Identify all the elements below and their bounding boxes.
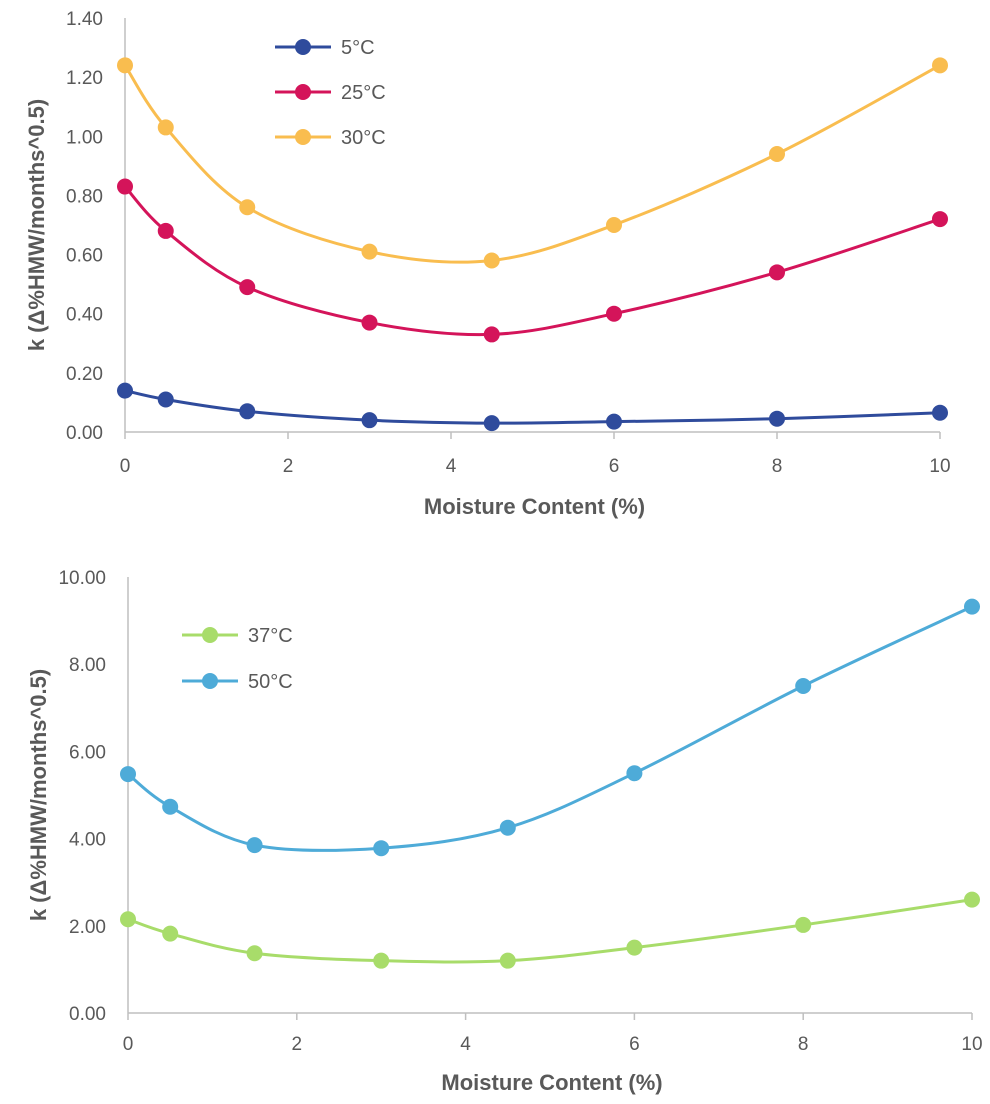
y-tick-label: 1.00 — [66, 127, 103, 148]
data-point — [769, 146, 785, 163]
y-tick-label: 0.80 — [66, 186, 103, 207]
data-point — [239, 279, 256, 296]
y-axis-title: k (Δ%HMW/months^0.5) — [26, 669, 51, 921]
y-tick-label: 1.40 — [66, 9, 103, 30]
data-point — [361, 412, 378, 429]
y-tick-label: 10.00 — [58, 568, 106, 589]
y-tick-label: 0.60 — [66, 246, 103, 267]
data-point — [769, 410, 785, 427]
data-point — [361, 243, 378, 260]
legend-marker — [295, 129, 311, 145]
x-tick-label: 8 — [798, 1034, 809, 1055]
legend-marker — [295, 39, 311, 55]
y-tick-label: 0.20 — [66, 364, 103, 385]
y-tick-label: 8.00 — [69, 655, 106, 676]
y-tick-label: 4.00 — [69, 830, 106, 851]
data-point — [932, 211, 948, 228]
data-point — [117, 382, 133, 399]
data-point — [499, 952, 516, 969]
data-point — [157, 391, 174, 408]
legend-label: 30°C — [341, 127, 386, 149]
x-tick-label: 2 — [292, 1034, 303, 1055]
data-point — [606, 413, 622, 430]
legend-label: 50°C — [248, 671, 293, 693]
data-point — [483, 252, 500, 269]
legend-marker — [295, 84, 311, 100]
data-point — [246, 945, 263, 962]
legend-marker — [202, 673, 218, 689]
data-point — [795, 916, 812, 933]
data-point — [162, 798, 179, 815]
data-point — [769, 264, 785, 281]
y-tick-label: 1.20 — [66, 68, 103, 89]
chart-top: 0.00 0.20 0.40 0.60 0.80 1.00 1.20 1.40 0 2 4 6 8 10 M… — [24, 9, 951, 519]
data-point — [162, 925, 179, 942]
x-tick-label: 10 — [961, 1034, 982, 1055]
x-tick-label: 10 — [929, 456, 950, 477]
x-tick-label: 0 — [123, 1034, 134, 1055]
data-point — [606, 305, 622, 322]
data-point — [239, 199, 256, 216]
x-axis-title: Moisture Content (%) — [441, 1070, 662, 1095]
y-tick-label: 2.00 — [69, 917, 106, 938]
data-point — [361, 314, 378, 331]
data-point — [932, 404, 948, 421]
data-point — [373, 952, 390, 969]
chart-bottom: 0.00 2.00 4.00 6.00 8.00 10.00 0 2 4 6 8 10 Moisture… — [26, 568, 983, 1095]
x-tick-label: 4 — [460, 1034, 471, 1055]
series-line — [123, 63, 941, 264]
data-point — [157, 222, 174, 239]
y-tick-label: 6.00 — [69, 742, 106, 763]
data-point — [120, 911, 136, 928]
y-axis-title: k (Δ%HMW/months^0.5) — [24, 99, 49, 351]
y-tick-label: 0.00 — [66, 423, 103, 444]
data-point — [606, 217, 622, 233]
x-tick-label: 6 — [609, 456, 620, 477]
data-point — [795, 678, 812, 694]
data-point — [626, 765, 643, 782]
data-point — [373, 840, 390, 857]
data-point — [246, 837, 263, 854]
x-tick-label: 8 — [772, 456, 783, 477]
data-point — [932, 57, 948, 74]
legend-label: 5°C — [341, 37, 375, 59]
data-point — [157, 119, 174, 136]
legend-marker — [202, 627, 218, 643]
data-point — [483, 326, 500, 343]
data-point — [117, 57, 133, 74]
data-point — [117, 178, 133, 195]
y-tick-label: 0.40 — [66, 305, 103, 326]
x-tick-label: 4 — [446, 456, 457, 477]
data-point — [499, 819, 516, 836]
data-point — [626, 939, 643, 956]
data-point — [483, 415, 500, 432]
data-point — [964, 598, 980, 615]
data-point — [239, 403, 256, 420]
legend-label: 25°C — [341, 82, 386, 104]
legend-label: 37°C — [248, 625, 293, 647]
x-axis-title: Moisture Content (%) — [424, 494, 645, 519]
x-tick-label: 0 — [120, 456, 131, 477]
x-tick-label: 2 — [283, 456, 294, 477]
data-point — [120, 766, 136, 783]
data-point — [964, 891, 980, 908]
x-tick-label: 6 — [629, 1034, 640, 1055]
y-tick-label: 0.00 — [69, 1004, 106, 1025]
